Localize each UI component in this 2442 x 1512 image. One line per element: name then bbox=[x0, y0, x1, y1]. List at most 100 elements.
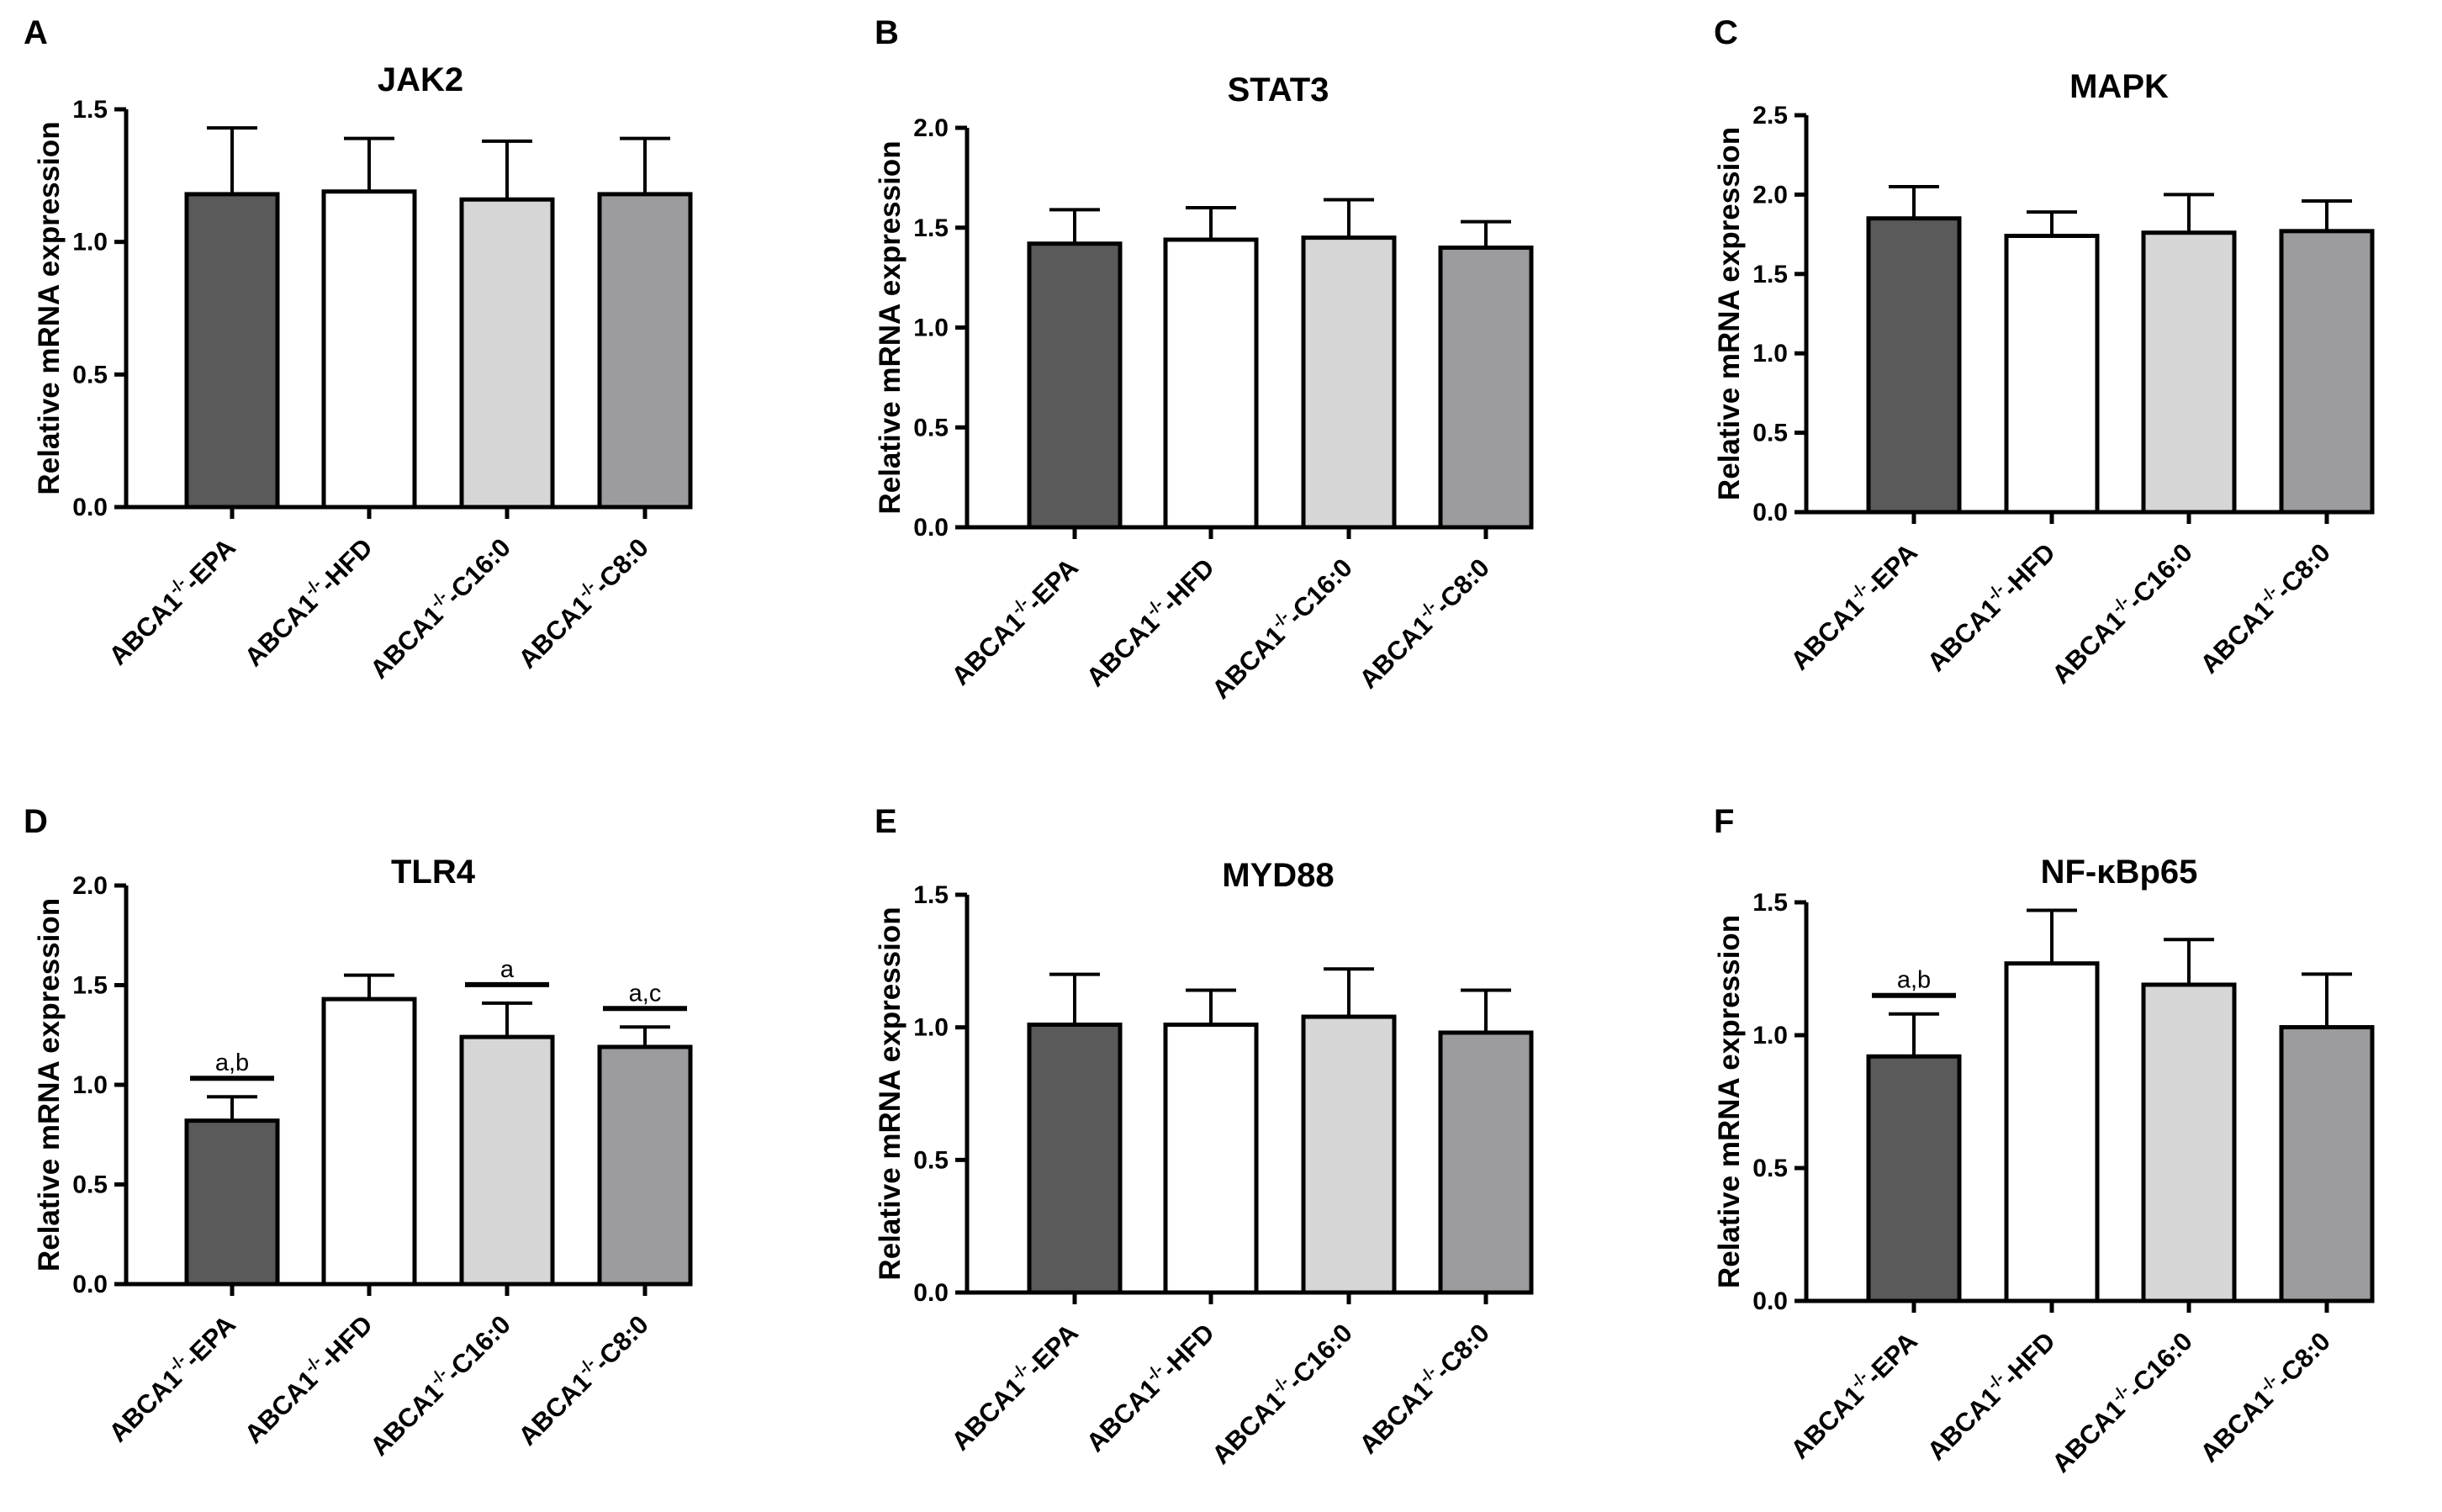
bar-4 bbox=[2279, 229, 2375, 515]
bar-2 bbox=[2004, 961, 2100, 1303]
category-suffix: -C8:0 bbox=[1428, 552, 1495, 620]
y-tick-label: 0.5 bbox=[913, 1146, 949, 1174]
category-base: ABCA1 bbox=[2195, 1383, 2279, 1467]
y-tick-label: 0.0 bbox=[913, 514, 949, 542]
x-category-label: ABCA1-/--EPA bbox=[1784, 537, 1923, 676]
category-base: ABCA1 bbox=[1921, 593, 2006, 677]
y-tick-label: 2.0 bbox=[1752, 181, 1788, 209]
x-category-label: ABCA1-/--C16:0 bbox=[1205, 1317, 1358, 1470]
y-axis-label: Relative mRNA expression bbox=[1713, 127, 1746, 500]
category-suffix: -C16:0 bbox=[1281, 1318, 1358, 1395]
y-tick-label: 1.5 bbox=[1752, 889, 1788, 917]
bar-2 bbox=[321, 997, 417, 1287]
y-axis-label: Relative mRNA expression bbox=[33, 121, 66, 494]
category-base: ABCA1 bbox=[103, 586, 188, 670]
significance-label: a bbox=[500, 956, 515, 983]
chart-panel-d: D TLR4 Relative mRNA expression a,b a a,c 0.0 0… bbox=[24, 803, 693, 1462]
x-category-label: ABCA1-/--C16:0 bbox=[1205, 552, 1358, 705]
bar-3 bbox=[1301, 235, 1397, 530]
category-base: ABCA1 bbox=[1354, 1375, 1438, 1459]
category-base: ABCA1 bbox=[364, 600, 448, 685]
bar-1 bbox=[184, 192, 280, 510]
bar-4 bbox=[597, 1044, 693, 1287]
x-category-label: ABCA1-/--HFD bbox=[1080, 552, 1220, 692]
y-tick-label: 1.0 bbox=[72, 229, 108, 256]
y-tick-label: 0.0 bbox=[913, 1279, 949, 1307]
x-category-label: ABCA1-/--EPA bbox=[944, 1317, 1084, 1456]
bar-3 bbox=[459, 197, 555, 510]
bar-4 bbox=[597, 192, 693, 510]
y-tick-label: 0.5 bbox=[1752, 1155, 1788, 1182]
x-category-label: ABCA1-/--C8:0 bbox=[511, 531, 654, 674]
category-suffix: -C8:0 bbox=[2269, 1326, 2336, 1393]
bar-1 bbox=[1866, 216, 1962, 515]
x-category-label: ABCA1-/--C8:0 bbox=[2193, 1325, 2336, 1468]
y-tick-label: 0.5 bbox=[913, 414, 949, 441]
bar-2 bbox=[321, 189, 417, 510]
x-category-label: ABCA1-/--EPA bbox=[1784, 1325, 1923, 1465]
category-base: ABCA1 bbox=[513, 589, 597, 674]
x-category-label: ABCA1-/--C16:0 bbox=[363, 1308, 516, 1462]
y-tick-label: 1.0 bbox=[1752, 1022, 1788, 1049]
y-tick-label: 0.5 bbox=[72, 1171, 108, 1199]
panel-letter: B bbox=[875, 14, 899, 51]
category-base: ABCA1 bbox=[1081, 1373, 1165, 1457]
category-base: ABCA1 bbox=[364, 1377, 448, 1462]
category-suffix: -C8:0 bbox=[587, 1309, 654, 1377]
bar-1 bbox=[1866, 1054, 1962, 1303]
bar-4 bbox=[2279, 1025, 2375, 1303]
chart-title: JAK2 bbox=[378, 61, 463, 98]
y-axis-label: Relative mRNA expression bbox=[874, 907, 906, 1280]
y-tick-label: 1.0 bbox=[1752, 340, 1788, 367]
chart-panel-f: F NF-κBp65 Relative mRNA expression a,b 0.0 0… bbox=[1713, 803, 2375, 1478]
y-tick-label: 0.0 bbox=[72, 1271, 108, 1298]
x-category-label: ABCA1-/--C8:0 bbox=[1352, 1317, 1495, 1460]
bar-1 bbox=[1027, 1023, 1123, 1295]
category-base: ABCA1 bbox=[946, 1372, 1030, 1456]
chart-title: TLR4 bbox=[391, 854, 476, 891]
category-base: ABCA1 bbox=[239, 588, 323, 672]
panel-letter: A bbox=[24, 14, 48, 51]
x-category-label: ABCA1-/--C8:0 bbox=[511, 1308, 654, 1451]
x-category-label: ABCA1-/--HFD bbox=[1921, 537, 2061, 677]
bar-3 bbox=[2141, 230, 2237, 515]
y-tick-label: 0.0 bbox=[1752, 499, 1788, 526]
x-category-label: ABCA1-/--C16:0 bbox=[2045, 1325, 2198, 1478]
bar-2 bbox=[1163, 237, 1259, 530]
panel-letter: D bbox=[24, 803, 48, 840]
bar-2 bbox=[2004, 233, 2100, 515]
x-category-label: ABCA1-/--EPA bbox=[944, 552, 1084, 691]
category-base: ABCA1 bbox=[1081, 608, 1165, 692]
panel-letter: F bbox=[1714, 803, 1734, 840]
x-category-label: ABCA1-/--C16:0 bbox=[2045, 537, 2198, 690]
panel-letter: C bbox=[1714, 14, 1738, 51]
category-base: ABCA1 bbox=[1785, 591, 1869, 675]
y-tick-label: 0.0 bbox=[1752, 1287, 1788, 1315]
y-tick-label: 0.0 bbox=[72, 494, 108, 521]
y-tick-label: 1.5 bbox=[913, 881, 949, 909]
bar-2 bbox=[1163, 1023, 1259, 1295]
y-tick-label: 1.0 bbox=[72, 1071, 108, 1099]
x-category-label: ABCA1-/--C8:0 bbox=[2193, 537, 2336, 679]
category-base: ABCA1 bbox=[946, 606, 1030, 690]
y-tick-label: 1.0 bbox=[913, 315, 949, 342]
bar-3 bbox=[1301, 1014, 1397, 1295]
x-category-label: ABCA1-/--HFD bbox=[238, 1308, 378, 1449]
chart-title: STAT3 bbox=[1228, 71, 1329, 108]
category-suffix: -C16:0 bbox=[1281, 552, 1358, 630]
category-base: ABCA1 bbox=[2195, 595, 2279, 679]
x-category-label: ABCA1-/--HFD bbox=[1921, 1325, 2061, 1466]
significance-label: a,b bbox=[1897, 967, 1931, 994]
category-base: ABCA1 bbox=[1785, 1380, 1869, 1464]
y-tick-label: 2.0 bbox=[72, 872, 108, 900]
category-suffix: -C8:0 bbox=[1428, 1318, 1495, 1385]
x-category-label: ABCA1-/--HFD bbox=[1080, 1317, 1220, 1457]
chart-title: NF-κBp65 bbox=[2041, 854, 2198, 891]
category-suffix: -C16:0 bbox=[2121, 537, 2198, 615]
y-tick-label: 2.0 bbox=[913, 114, 949, 142]
x-category-label: ABCA1-/--EPA bbox=[102, 531, 241, 671]
